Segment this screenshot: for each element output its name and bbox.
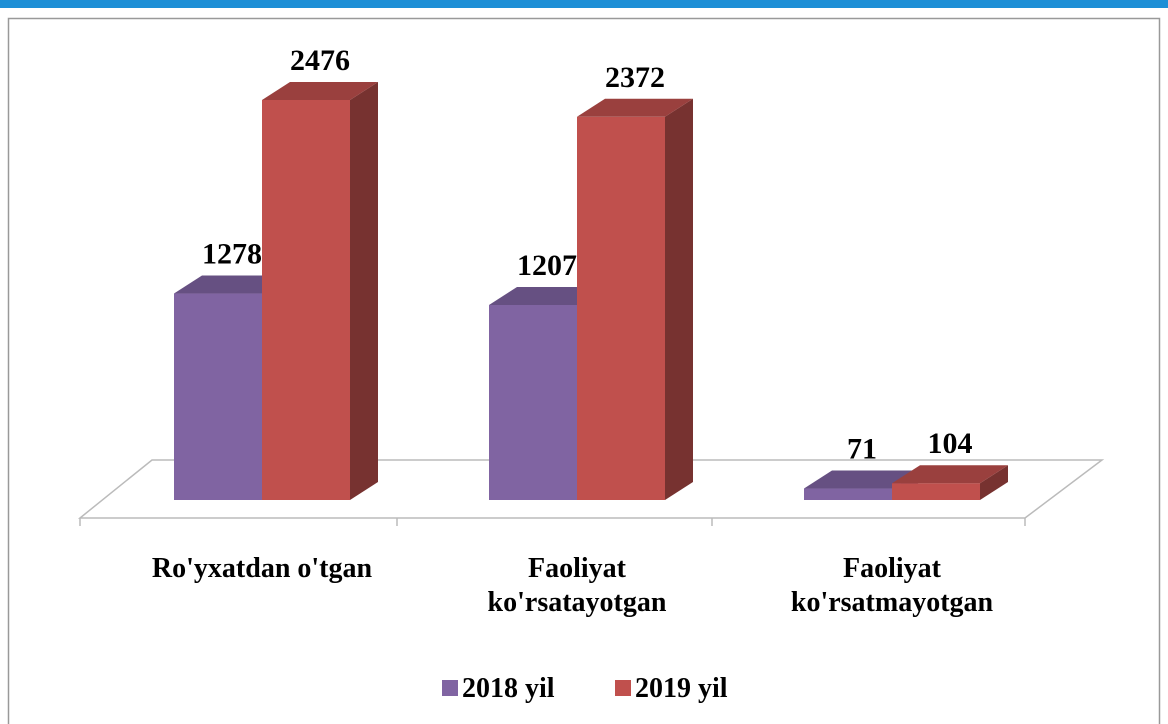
- legend-swatch: [615, 680, 631, 696]
- value-label: 1207: [517, 249, 577, 282]
- value-label: 71: [847, 433, 877, 466]
- bar: [489, 305, 577, 500]
- bar: [804, 488, 892, 500]
- bar-top: [892, 465, 1008, 484]
- bar-side: [980, 465, 1008, 500]
- value-label: 2476: [290, 44, 350, 77]
- legend-label: 2019 yil: [635, 673, 728, 704]
- bar: [174, 293, 262, 500]
- bar-top: [804, 470, 920, 489]
- value-label: 2372: [605, 61, 665, 94]
- bar: [892, 483, 980, 500]
- value-label: 104: [928, 427, 973, 460]
- x-tick-label: Ro'yxatdan o'tgan: [151, 553, 373, 584]
- x-tick-label: Faoliyat ko'rsatayotgan: [487, 553, 667, 618]
- bar-side: [350, 82, 378, 500]
- bar-top: [489, 287, 605, 306]
- bar: [262, 100, 350, 500]
- top-bar: [0, 0, 1168, 8]
- x-tick-label: Faoliyat ko'rsatmayotgan: [790, 553, 994, 618]
- bar: [577, 116, 665, 500]
- bar-side: [665, 98, 693, 500]
- bar-top: [262, 82, 378, 100]
- frame: [7, 17, 1161, 724]
- legend-swatch: [442, 680, 458, 696]
- bar-top: [174, 275, 290, 294]
- value-label: 1278: [202, 238, 262, 271]
- legend-label: 2018 yil: [462, 673, 555, 704]
- bar-top: [577, 98, 693, 117]
